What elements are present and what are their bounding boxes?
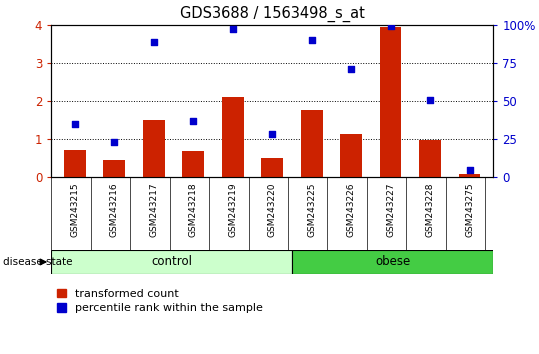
Point [386, 23, 395, 28]
Text: disease state: disease state [3, 257, 72, 267]
Text: GSM243227: GSM243227 [386, 183, 395, 237]
Bar [261, 158, 283, 177]
Bar [419, 140, 441, 177]
Text: GSM243220: GSM243220 [268, 183, 277, 237]
Point [307, 37, 316, 43]
Text: obese: obese [375, 256, 410, 268]
Point [71, 122, 79, 127]
Text: GSM243275: GSM243275 [465, 183, 474, 238]
Text: GSM243226: GSM243226 [347, 183, 356, 237]
Point [229, 27, 237, 32]
Point [189, 118, 198, 124]
Point [149, 39, 158, 45]
Bar [340, 134, 362, 177]
Bar [182, 151, 204, 177]
Text: GSM243217: GSM243217 [149, 183, 158, 238]
Bar [103, 160, 125, 177]
Text: GSM243216: GSM243216 [110, 183, 119, 238]
Text: control: control [151, 256, 192, 268]
Point [268, 131, 277, 137]
Bar [459, 174, 480, 177]
Point [465, 167, 474, 173]
Bar [222, 97, 244, 177]
Point [426, 97, 434, 103]
Bar [51, 250, 292, 274]
Text: GSM243215: GSM243215 [71, 183, 79, 238]
Text: GSM243225: GSM243225 [307, 183, 316, 237]
Bar [301, 110, 322, 177]
Legend: transformed count, percentile rank within the sample: transformed count, percentile rank withi… [57, 289, 262, 313]
Text: GSM243219: GSM243219 [228, 183, 237, 238]
Bar [64, 150, 86, 177]
Title: GDS3688 / 1563498_s_at: GDS3688 / 1563498_s_at [180, 6, 364, 22]
Text: GSM243218: GSM243218 [189, 183, 198, 238]
Bar [143, 120, 164, 177]
Point [347, 66, 355, 72]
Point [110, 139, 119, 145]
Bar [292, 250, 493, 274]
Text: GSM243228: GSM243228 [426, 183, 434, 237]
Bar [380, 27, 402, 177]
